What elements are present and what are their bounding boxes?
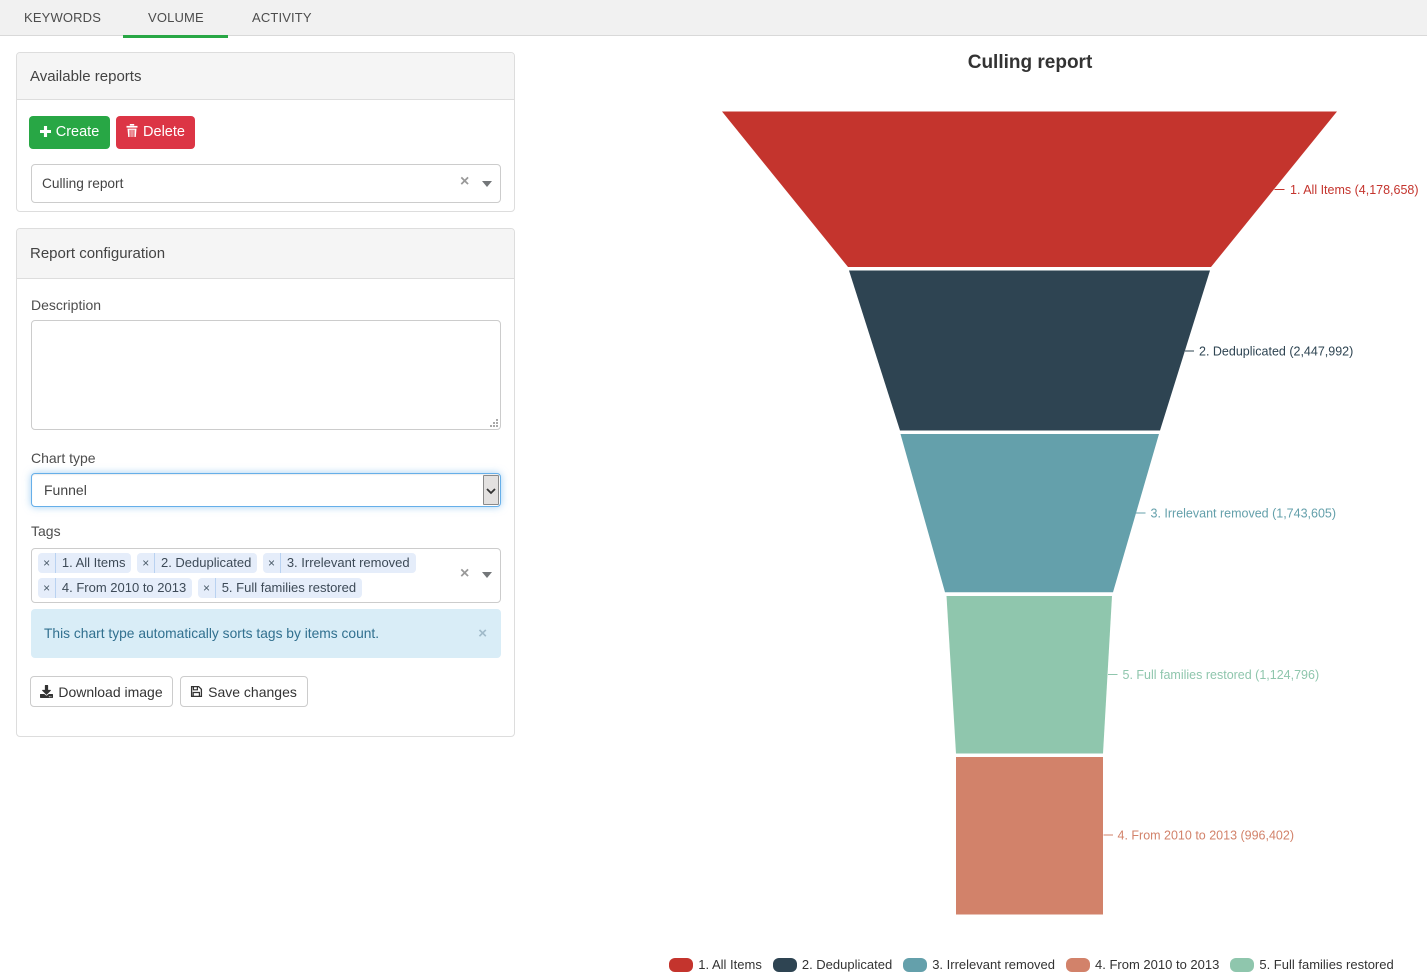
svg-text:4. From 2010 to 2013 (996,402): 4. From 2010 to 2013 (996,402) bbox=[1118, 829, 1295, 843]
svg-text:5. Full families restored (1,1: 5. Full families restored (1,124,796) bbox=[1123, 668, 1320, 682]
svg-text:1. All Items (4,178,658): 1. All Items (4,178,658) bbox=[1290, 183, 1419, 197]
svg-text:3. Irrelevant removed (1,743,6: 3. Irrelevant removed (1,743,605) bbox=[1151, 507, 1337, 521]
svg-text:2. Deduplicated (2,447,992): 2. Deduplicated (2,447,992) bbox=[1199, 345, 1353, 359]
